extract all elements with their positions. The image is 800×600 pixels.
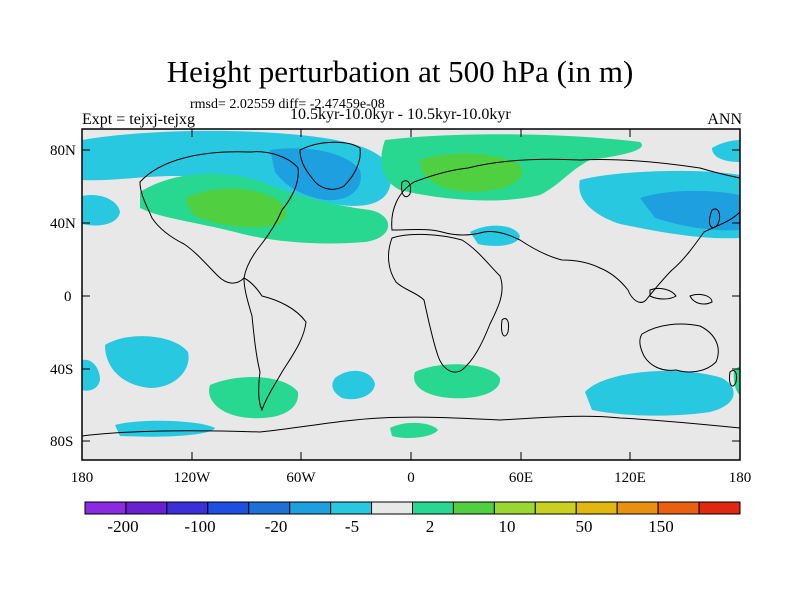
lon-label-60w: 60W xyxy=(286,470,316,486)
contour-arctic-east-negative xyxy=(712,140,740,162)
colorbar-label-neg200: -200 xyxy=(107,517,138,536)
period-label: 10.5kyr-10.0kyr - 10.5kyr-10.0kyr xyxy=(290,106,511,123)
colorbar-swatch xyxy=(575,501,618,515)
contour-sindian-negative xyxy=(585,370,734,416)
season-label: ANN xyxy=(707,111,742,128)
colorbar-swatch xyxy=(166,501,209,515)
contour-samerica-positive xyxy=(209,376,299,419)
colorbar-label-150: 150 xyxy=(648,517,674,536)
colorbar-swatch xyxy=(493,501,536,515)
colorbar-label-50: 50 xyxy=(576,517,593,536)
colorbar-swatch xyxy=(289,501,332,515)
colorbar-swatch xyxy=(248,501,291,515)
colorbar-swatch xyxy=(616,501,659,515)
colorbar-swatch xyxy=(207,501,250,515)
contour-antarctic-positive xyxy=(390,422,438,438)
contour-namerica-strong xyxy=(185,188,287,228)
contour-east-edge-positive xyxy=(733,366,740,395)
contour-satlantic-negative xyxy=(332,370,375,400)
lon-label-60e: 60E xyxy=(509,470,533,486)
lon-label-180w: 180 xyxy=(71,470,94,486)
colorbar xyxy=(84,501,741,515)
lon-label-0: 0 xyxy=(407,470,415,486)
colorbar-label-neg20: -20 xyxy=(265,517,288,536)
contour-antarctic-negative xyxy=(115,420,215,437)
colorbar-label-2: 2 xyxy=(426,517,435,536)
lon-label-120e: 120E xyxy=(614,470,646,486)
colorbar-swatch xyxy=(698,501,741,515)
colorbar-swatch xyxy=(330,501,373,515)
colorbar-swatch xyxy=(412,501,454,515)
contour-pacific-strong-negative xyxy=(640,190,740,231)
colorbar-swatch xyxy=(125,501,168,515)
lat-ticks xyxy=(82,149,740,442)
colorbar-swatch xyxy=(452,501,495,515)
colorbar-label-neg5: -5 xyxy=(345,517,359,536)
contour-spacific-west-negative xyxy=(82,359,100,391)
map-title: Height perturbation at 500 hPa (in m) xyxy=(166,54,634,89)
experiment-label: Expt = tejxj-tejxg xyxy=(82,111,195,128)
lat-label-40n: 40N xyxy=(50,216,76,232)
colorbar-swatch xyxy=(84,501,127,515)
contour-fields xyxy=(82,130,740,438)
contour-europe-strong xyxy=(420,153,523,192)
stats-label: rmsd= 2.02559 diff= -2.47459e-08 xyxy=(190,97,385,112)
lon-ticks xyxy=(81,129,741,460)
colorbar-swatch xyxy=(534,501,577,515)
contour-nw-pacific-negative xyxy=(82,194,120,226)
contour-spacific-negative xyxy=(105,336,189,388)
lat-label-40s: 40S xyxy=(50,362,73,378)
lat-label-80s: 80S xyxy=(50,434,73,450)
lat-label-80n: 80N xyxy=(50,143,76,159)
colorbar-label-neg100: -100 xyxy=(184,517,215,536)
colorbar-swatch xyxy=(657,501,700,515)
contour-greenland-negative xyxy=(270,148,361,201)
lat-label-0: 0 xyxy=(64,289,72,305)
contour-safrica-positive xyxy=(414,364,501,399)
coastlines xyxy=(82,141,740,437)
lon-label-120w: 120W xyxy=(174,470,212,486)
colorbar-label-10: 10 xyxy=(499,517,516,536)
contour-arabia-negative xyxy=(470,225,520,246)
colorbar-swatch xyxy=(371,501,413,515)
lon-label-180e: 180 xyxy=(729,470,752,486)
